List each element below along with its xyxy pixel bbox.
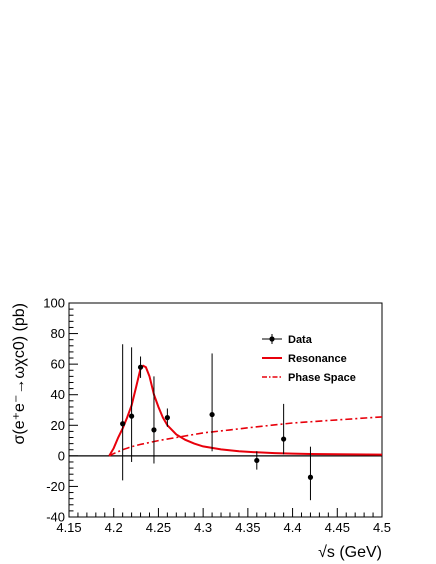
y-tick-label: 20: [51, 418, 65, 433]
data-point: [120, 344, 126, 481]
legend-marker: [269, 336, 275, 342]
y-tick-label: -40: [46, 510, 65, 525]
data-point: [209, 353, 215, 452]
resonance-curve: [108, 364, 383, 457]
y-tick-label: 60: [51, 357, 65, 372]
y-tick-label: -20: [46, 479, 65, 494]
data-points: [120, 344, 314, 501]
data-marker: [281, 436, 287, 442]
y-tick-label: 0: [58, 448, 65, 463]
data-marker: [137, 364, 144, 370]
data-point: [137, 356, 144, 378]
data-point: [307, 446, 314, 501]
data-marker: [209, 411, 215, 418]
legend-label: Resonance: [288, 353, 347, 365]
x-axis-title: √s (GeV): [318, 544, 382, 561]
data-point: [281, 403, 287, 455]
x-tick-label: 4.3: [194, 520, 212, 535]
x-axis: 4.15 4.2 4.25 4.3 4.35 4.4 4.45 4.5: [56, 508, 391, 535]
data-point: [129, 347, 135, 462]
legend-label: Phase Space: [288, 372, 356, 384]
y-tick-label: 40: [51, 387, 65, 402]
data-marker: [164, 415, 170, 421]
legend-entry: Data: [262, 334, 313, 346]
x-tick-label: 4.4: [284, 520, 302, 535]
data-marker: [120, 421, 126, 427]
model-curves: [108, 364, 383, 457]
data-point: [151, 376, 157, 464]
phase-space-curve: [108, 416, 383, 457]
data-point: [254, 451, 260, 470]
data-point: [164, 408, 170, 427]
x-tick-label: 4.35: [235, 520, 260, 535]
data-marker: [129, 413, 135, 419]
legend-entry: Phase Space: [262, 372, 356, 384]
y-tick-label: 80: [51, 326, 65, 341]
x-tick-label: 4.25: [146, 520, 171, 535]
x-tick-label: 4.5: [373, 520, 391, 535]
y-axis: -40 -20 0 20 40 60 80 100: [43, 296, 78, 525]
data-marker: [151, 427, 157, 433]
x-tick-label: 4.15: [56, 520, 81, 535]
legend-label: Data: [288, 334, 313, 346]
legend-entry: Resonance: [262, 353, 347, 365]
data-marker: [254, 457, 260, 464]
x-tick-label: 4.2: [105, 520, 123, 535]
legend: Data Resonance Phase Space: [262, 334, 356, 384]
data-marker: [307, 474, 314, 480]
y-axis-title: σ(e⁺e⁻→ωχc0) (pb): [11, 303, 28, 444]
x-tick-label: 4.45: [325, 520, 350, 535]
y-tick-label: 100: [43, 296, 65, 311]
plot-frame: [68, 302, 383, 518]
